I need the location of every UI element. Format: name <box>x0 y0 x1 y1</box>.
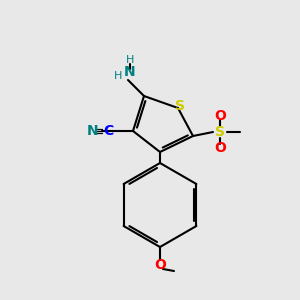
Text: H: H <box>114 71 122 81</box>
Text: S: S <box>175 99 185 113</box>
Text: C: C <box>103 124 113 138</box>
Text: O: O <box>214 141 226 155</box>
Text: O: O <box>154 258 166 272</box>
Text: N: N <box>87 124 99 138</box>
Text: H: H <box>126 55 134 65</box>
Text: O: O <box>214 109 226 123</box>
Text: S: S <box>215 125 225 139</box>
Text: N: N <box>124 65 136 79</box>
